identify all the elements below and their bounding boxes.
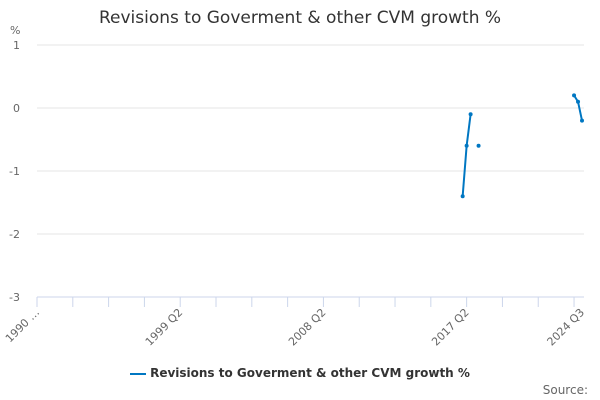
y-tick-label: 0 — [13, 102, 20, 115]
chart-title: Revisions to Goverment & other CVM growt… — [98, 8, 502, 28]
x-tick-label: 2008 Q2 — [286, 306, 329, 349]
x-tick-label: 2024 Q3 — [545, 306, 588, 349]
data-point — [576, 99, 581, 104]
legend-swatch — [130, 372, 147, 375]
data-point — [580, 118, 584, 123]
x-tick-label: 1990 … — [3, 306, 42, 345]
data-point — [468, 112, 473, 117]
legend-label: Revisions to Goverment & other CVM growt… — [150, 366, 470, 380]
legend-item[interactable]: Revisions to Goverment & other CVM growt… — [0, 366, 600, 380]
data-point — [460, 194, 465, 199]
series-line — [461, 114, 472, 197]
data-point — [476, 143, 481, 148]
x-tick-label: 2017 Q2 — [429, 306, 472, 349]
y-tick-label: -2 — [9, 228, 20, 241]
y-tick-label: -1 — [9, 165, 20, 178]
data-point — [572, 93, 577, 98]
data-point — [464, 143, 469, 148]
y-tick-label: 1 — [13, 39, 20, 52]
y-axis-unit: % — [10, 24, 21, 37]
source-label: Source: — [542, 383, 588, 397]
y-tick-label: -3 — [9, 291, 20, 304]
x-tick-label: 1999 Q2 — [143, 306, 186, 349]
